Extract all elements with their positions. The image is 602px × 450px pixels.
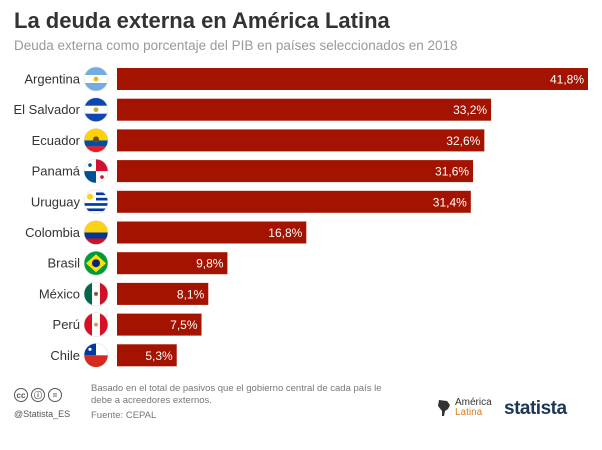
bar — [117, 252, 228, 275]
attribution-icon: ⓘ — [31, 388, 45, 402]
value-label: 31,6% — [435, 165, 469, 179]
value-label: 9,8% — [196, 257, 224, 271]
flag-argentina-icon — [84, 67, 108, 91]
value-label: 32,6% — [446, 134, 480, 148]
category-label: Brasil — [47, 256, 80, 271]
flag-mexico-icon — [84, 281, 108, 306]
bar — [117, 313, 202, 336]
bar — [117, 160, 474, 183]
flag-chile-icon — [84, 343, 108, 368]
value-label: 31,4% — [433, 195, 467, 209]
bar — [117, 221, 307, 244]
category-label: El Salvador — [14, 102, 81, 117]
value-label: 33,2% — [453, 103, 487, 117]
flag-panama-icon — [84, 159, 108, 184]
source-text: Fuente: CEPAL — [91, 410, 157, 421]
bar-chart: Argentina 41,8% El Salvador 33,2% Ecuador 32,… — [14, 66, 588, 368]
bar — [117, 129, 485, 152]
bar — [117, 282, 209, 305]
social-handle: @Statista_ES — [14, 409, 71, 419]
flag-colombia-icon — [84, 220, 108, 245]
category-label: Uruguay — [31, 194, 81, 209]
category-label: Ecuador — [32, 133, 81, 148]
america-latina-logo: América Latina — [436, 398, 492, 418]
america-latina-map-icon — [438, 400, 450, 416]
bar — [117, 190, 471, 213]
partner-logo-line1: América — [455, 397, 492, 408]
flag-ecuador-icon — [84, 128, 108, 153]
flag-el-salvador-icon — [84, 97, 108, 122]
category-label: Argentina — [24, 72, 80, 87]
statista-logo: statista — [504, 398, 567, 419]
license-icons: cc ⓘ = — [14, 388, 62, 402]
flag-uruguay-icon — [84, 189, 108, 214]
value-label: 16,8% — [268, 226, 302, 240]
value-label: 5,3% — [145, 349, 173, 363]
page-title: La deuda externa en América Latina — [14, 8, 390, 33]
value-label: 7,5% — [170, 318, 198, 332]
cc-icon: cc — [14, 388, 28, 402]
value-label: 8,1% — [177, 287, 205, 301]
category-label: Chile — [50, 348, 80, 363]
category-label: Panamá — [32, 164, 81, 179]
flag-brazil-icon — [84, 251, 108, 276]
footnote: Basado en el total de pasivos que el gob… — [91, 383, 382, 406]
category-label: Perú — [53, 317, 80, 332]
partner-logo-line2: Latina — [455, 407, 483, 418]
bar — [117, 68, 588, 90]
value-label: 41,8% — [550, 73, 584, 87]
bar — [117, 98, 492, 121]
flag-peru-icon — [84, 312, 108, 337]
category-label: Colombia — [25, 225, 81, 240]
no-derivatives-icon: = — [48, 388, 62, 402]
bar — [117, 344, 177, 367]
category-label: México — [39, 286, 80, 301]
page-subtitle: Deuda externa como porcentaje del PIB en… — [14, 38, 458, 53]
